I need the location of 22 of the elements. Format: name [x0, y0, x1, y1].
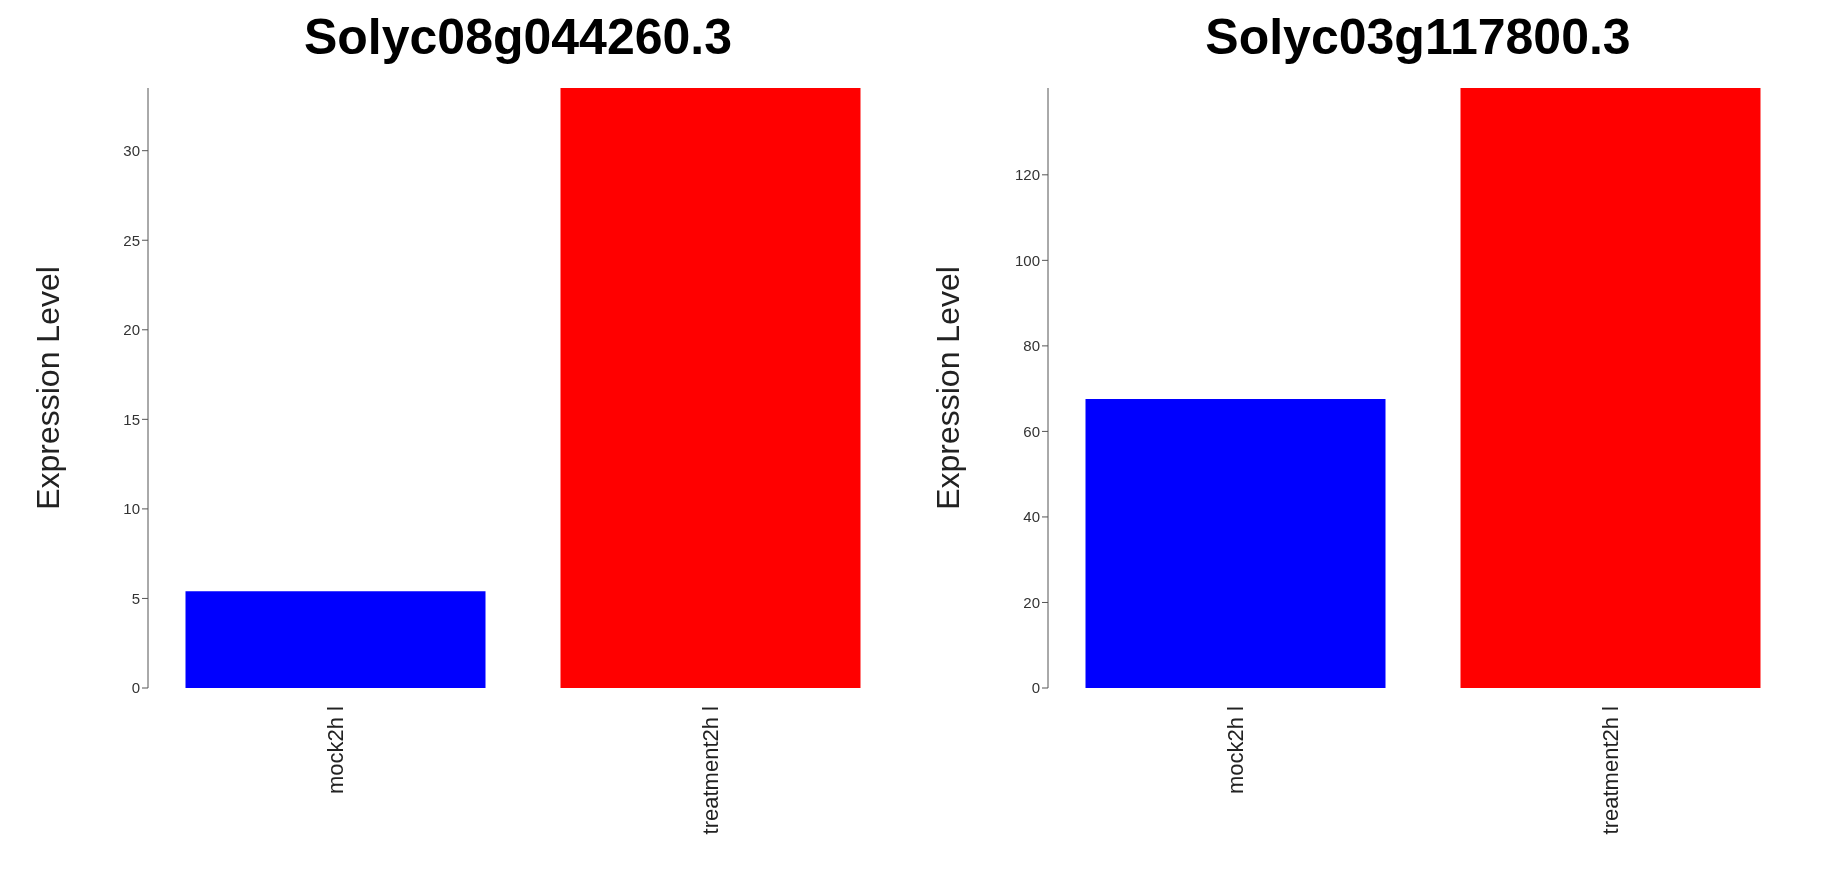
chart-title: Solyc08g044260.3	[302, 8, 734, 67]
y-tick-label: 20	[1023, 593, 1040, 611]
y-tick-label: 5	[131, 589, 140, 607]
y-tick-label: 15	[123, 410, 140, 428]
y-tick-label: 0	[1031, 679, 1040, 697]
chart-title: Solyc03g117800.3	[1204, 8, 1632, 67]
x-tick-label: treatment2h l	[1598, 706, 1623, 835]
y-tick-label: 80	[1023, 337, 1040, 355]
x-tick-label: mock2h l	[1223, 706, 1248, 795]
y-tick-label: 40	[1023, 508, 1040, 526]
y-axis-title: Expression Level	[930, 266, 967, 510]
y-tick-label: 100	[1014, 251, 1040, 269]
x-tick-label: treatment2h l	[698, 706, 723, 835]
y-tick-label: 0	[131, 679, 140, 697]
y-tick-label: 20	[123, 321, 140, 339]
y-tick-label: 25	[123, 231, 140, 249]
y-tick-label: 30	[123, 142, 140, 160]
y-axis-title: Expression Level	[30, 266, 67, 510]
y-tick-label: 120	[1014, 166, 1040, 184]
y-tick-label: 60	[1023, 422, 1040, 440]
y-tick-label: 10	[123, 500, 140, 518]
x-tick-label: mock2h l	[323, 706, 348, 795]
